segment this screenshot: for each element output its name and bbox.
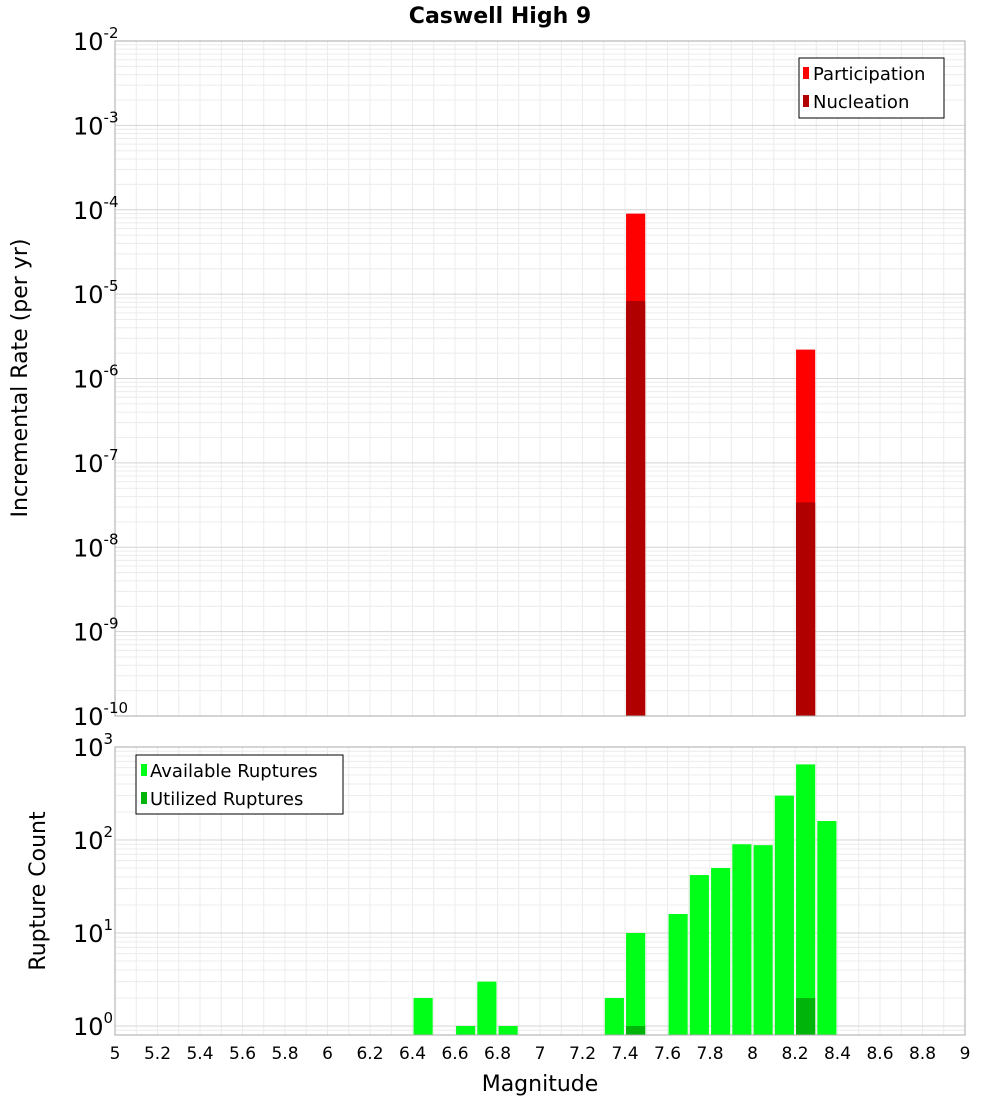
x-tick-label: 5.6 bbox=[229, 1044, 256, 1064]
x-tick-label: 6.6 bbox=[441, 1044, 468, 1064]
x-tick-label: 5.4 bbox=[186, 1044, 213, 1064]
count-bar-utilized-ruptures bbox=[626, 1025, 646, 1035]
x-axis-label: Magnitude bbox=[482, 1072, 599, 1097]
count-bar-available-ruptures bbox=[753, 845, 773, 1035]
count-bar-available-ruptures bbox=[604, 997, 624, 1035]
count-bar-available-ruptures bbox=[477, 981, 497, 1035]
x-tick-label: 8 bbox=[747, 1044, 758, 1064]
rate-y-axis-label: Incremental Rate (per yr) bbox=[8, 239, 33, 518]
count-y-tick-label: 101 bbox=[73, 916, 113, 948]
x-tick-label: 6.8 bbox=[484, 1044, 511, 1064]
x-tick-label: 8.2 bbox=[781, 1044, 808, 1064]
count-bar-available-ruptures bbox=[456, 1025, 476, 1035]
chart-title: Caswell High 9 bbox=[409, 4, 591, 29]
x-tick-label: 8.4 bbox=[824, 1044, 851, 1064]
count-legend: Available Ruptures Utilized Ruptures bbox=[135, 754, 344, 815]
x-tick-label: 7.4 bbox=[611, 1044, 638, 1064]
count-y-axis-label: Rupture Count bbox=[26, 811, 51, 971]
count-bar-available-ruptures bbox=[689, 875, 709, 1035]
rate-y-tick-label: 10-4 bbox=[73, 193, 119, 225]
rate-y-tick-label: 10-6 bbox=[73, 362, 119, 394]
participation-legend-swatch bbox=[803, 67, 809, 79]
count-panel: 103 102 101 100 5 5.2 5.4 5.6 5.8 6 6.2 6.4 6.6 6.8 7… bbox=[26, 730, 970, 1097]
count-bar-available-ruptures bbox=[413, 997, 433, 1035]
rate-y-tick-label: 10-9 bbox=[73, 615, 119, 647]
x-tick-label: 5.2 bbox=[144, 1044, 171, 1064]
participation-legend-label: Participation bbox=[813, 64, 925, 85]
x-tick-label: 7 bbox=[535, 1044, 546, 1064]
count-y-ticks: 103 102 101 100 bbox=[73, 730, 113, 1041]
nucleation-legend-label: Nucleation bbox=[813, 92, 909, 113]
utilized-ruptures-legend-label: Utilized Ruptures bbox=[150, 789, 303, 810]
rate-grid bbox=[114, 40, 966, 717]
x-tick-label: 6.4 bbox=[399, 1044, 426, 1064]
rate-bars bbox=[626, 213, 816, 717]
count-bar-available-ruptures bbox=[668, 914, 688, 1035]
rate-y-tick-label: 10-5 bbox=[73, 277, 119, 309]
rate-bar-nucleation bbox=[796, 502, 816, 716]
nucleation-legend-swatch bbox=[803, 95, 809, 107]
x-tick-label: 5 bbox=[110, 1044, 121, 1064]
count-bar-available-ruptures bbox=[711, 867, 731, 1035]
x-tick-label: 5.8 bbox=[271, 1044, 298, 1064]
x-tick-label: 8.6 bbox=[866, 1044, 893, 1064]
count-bar-available-ruptures bbox=[817, 821, 837, 1035]
count-plot-frame bbox=[114, 746, 966, 1036]
x-tick-label: 9 bbox=[960, 1044, 971, 1064]
count-y-tick-label: 102 bbox=[73, 823, 113, 855]
x-tick-label: 6 bbox=[322, 1044, 333, 1064]
x-tick-labels: 5 5.2 5.4 5.6 5.8 6 6.2 6.4 6.6 6.8 7 7.2 7.4 7.6 7.8 8… bbox=[110, 1044, 971, 1064]
count-bar-utilized-ruptures bbox=[796, 997, 816, 1035]
x-tick-label: 8.8 bbox=[909, 1044, 936, 1064]
available-ruptures-legend-label: Available Ruptures bbox=[150, 761, 318, 782]
rate-legend-box bbox=[798, 57, 945, 119]
rate-bar-nucleation bbox=[626, 300, 646, 716]
count-bar-available-ruptures bbox=[796, 764, 816, 1035]
rate-y-tick-label: 10-8 bbox=[73, 530, 119, 562]
x-tick-label: 7.2 bbox=[569, 1044, 596, 1064]
count-bar-available-ruptures bbox=[732, 844, 752, 1035]
count-bar-available-ruptures bbox=[774, 795, 794, 1035]
rate-y-ticks: 10-2 10-3 10-4 10-5 10-6 10-7 10-8 10-9 10-10 bbox=[73, 24, 128, 731]
x-tick-label: 6.2 bbox=[356, 1044, 383, 1064]
count-bars bbox=[413, 764, 837, 1035]
count-legend-box bbox=[135, 754, 344, 815]
count-bar-available-ruptures bbox=[626, 932, 646, 1035]
x-tick-label: 7.6 bbox=[654, 1044, 681, 1064]
rate-y-tick-label: 10-10 bbox=[73, 699, 128, 731]
rate-y-tick-label: 10-2 bbox=[73, 24, 119, 56]
x-tick-label: 7.8 bbox=[696, 1044, 723, 1064]
count-y-tick-label: 100 bbox=[73, 1009, 113, 1041]
count-bar-available-ruptures bbox=[498, 1025, 518, 1035]
rate-y-tick-label: 10-3 bbox=[73, 108, 119, 140]
rate-y-tick-label: 10-7 bbox=[73, 446, 119, 478]
available-ruptures-legend-swatch bbox=[141, 764, 147, 776]
rate-legend: Participation Nucleation bbox=[798, 57, 945, 119]
count-y-tick-label: 103 bbox=[73, 730, 113, 762]
rate-panel: 10-2 10-3 10-4 10-5 10-6 10-7 10-8 10-9 10-10 In… bbox=[8, 24, 966, 731]
rate-plot-frame bbox=[114, 40, 966, 717]
utilized-ruptures-legend-swatch bbox=[141, 792, 147, 804]
